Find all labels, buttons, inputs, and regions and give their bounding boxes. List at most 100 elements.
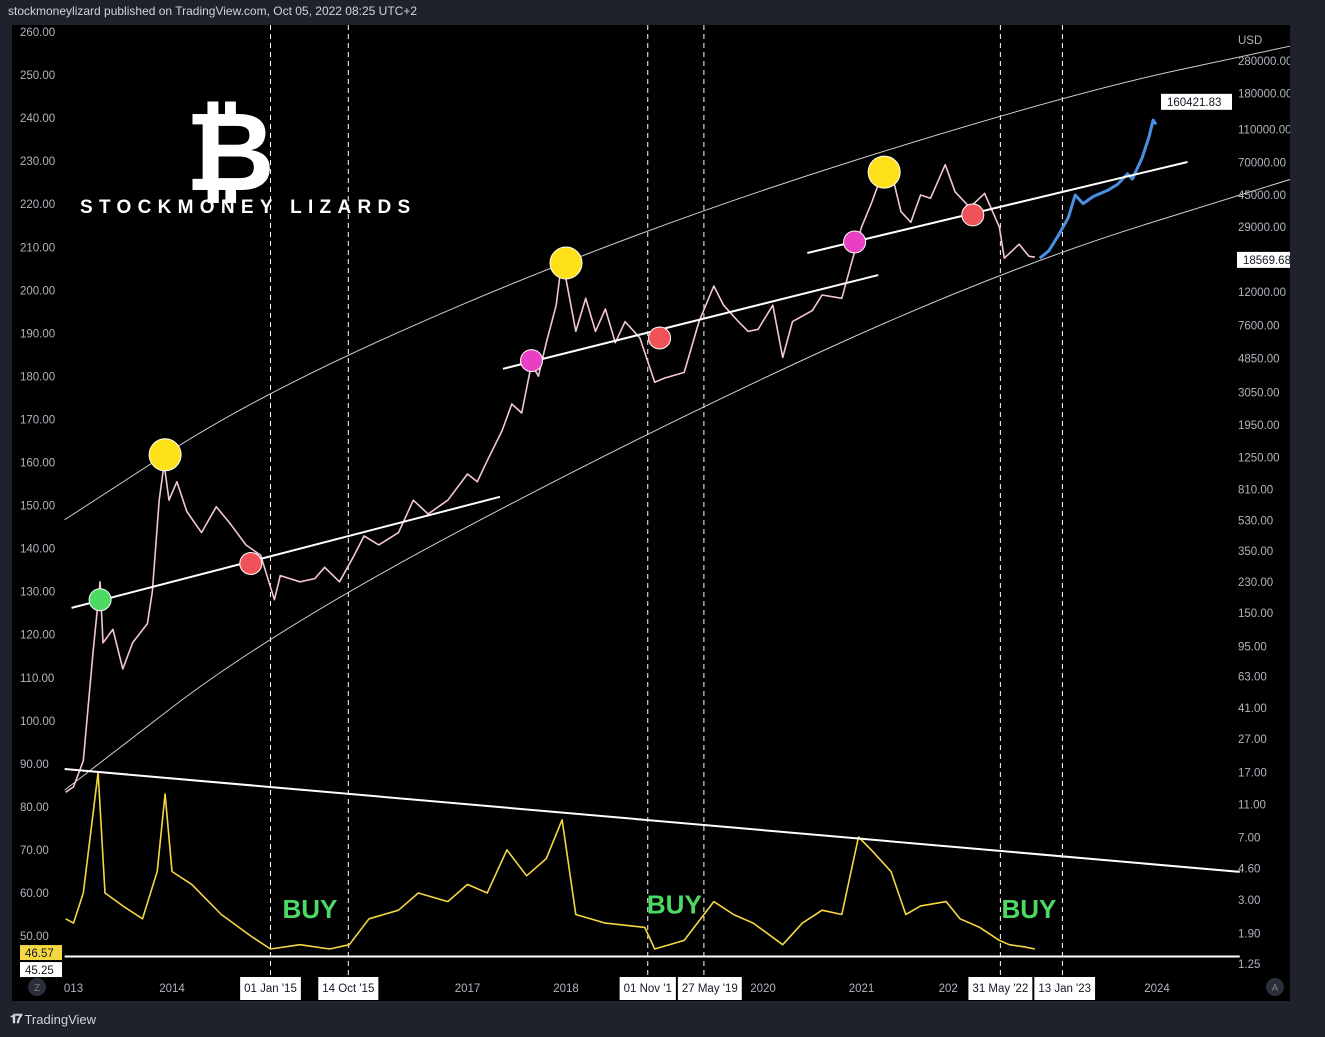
footer-brand[interactable]: TradingView	[24, 1011, 97, 1027]
right-axis-tick: 3050.00	[1238, 387, 1280, 399]
price-label: 160421.83	[1167, 97, 1221, 109]
left-axis-tick: 150.00	[20, 501, 55, 513]
left-axis-tick: 130.00	[20, 587, 55, 599]
right-axis-tick: 7600.00	[1238, 320, 1280, 332]
yellow-marker-dot	[867, 155, 901, 189]
date-label: 27 May '19	[682, 983, 738, 995]
left-axis-value-label-box	[20, 962, 62, 978]
footer: 𝟏𝟕 TradingView	[10, 1011, 96, 1027]
right-axis-tick: 150.00	[1238, 608, 1273, 620]
price-label-box	[1237, 251, 1290, 268]
left-axis-tick: 160.00	[20, 458, 55, 470]
red-marker-dot	[961, 203, 985, 227]
date-label: 01 Jan '15	[244, 983, 297, 995]
lower-envelope-curve	[64, 178, 1290, 791]
time-axis-label: 2024	[1144, 983, 1170, 995]
right-axis-tick: 230.00	[1238, 577, 1273, 589]
left-axis-tick: 200.00	[20, 285, 55, 297]
right-axis-tick: 810.00	[1238, 484, 1273, 496]
left-axis-tick: 230.00	[20, 156, 55, 168]
time-axis-label: 2021	[849, 983, 875, 995]
brand-logo-text: STOCKMONEY LIZARDS	[80, 197, 417, 218]
right-axis-tick: 45000.00	[1238, 190, 1286, 202]
right-axis-tick: 95.00	[1238, 642, 1267, 654]
date-label-box	[1034, 977, 1096, 1000]
buy-annotation: BUY	[1001, 894, 1056, 924]
price-trendline	[807, 161, 1188, 254]
red-marker-dot	[239, 552, 263, 576]
currency-label: USD	[1238, 35, 1262, 47]
buy-annotation: BUY	[282, 894, 337, 924]
left-axis-tick: 100.00	[20, 716, 55, 728]
right-axis-tick: 29000.00	[1238, 222, 1286, 234]
red-marker-dot	[648, 326, 672, 350]
price-label-box	[1161, 93, 1232, 110]
time-axis-label: 202	[939, 983, 958, 995]
right-axis-tick: 1250.00	[1238, 453, 1280, 465]
right-axis-tick: 110000.00	[1238, 124, 1290, 136]
right-axis-tick: 1950.00	[1238, 420, 1280, 432]
price-label: 18569.68	[1243, 255, 1290, 267]
right-axis-tick: 180000.00	[1238, 88, 1290, 100]
left-axis-tick: 220.00	[20, 199, 55, 211]
right-axis-tick: 63.00	[1238, 672, 1267, 684]
magenta-marker-dot	[520, 349, 544, 373]
right-axis-tick: 17.00	[1238, 768, 1267, 780]
buy-annotation: BUY	[647, 890, 702, 920]
right-axis-tick: 7.00	[1238, 833, 1260, 845]
left-axis-value-label: 46.57	[25, 948, 54, 960]
left-axis-tick: 90.00	[20, 759, 49, 771]
date-label-box	[968, 977, 1033, 1000]
auto-scale-button-label: A	[1272, 983, 1279, 994]
left-axis-tick: 250.00	[20, 70, 55, 82]
indicator-series-line	[65, 771, 1036, 950]
right-axis-tick: 4.60	[1238, 863, 1260, 875]
left-axis-tick: 170.00	[20, 414, 55, 426]
time-axis-label: 2020	[750, 983, 776, 995]
left-axis-value-label-box	[20, 945, 62, 961]
bitcoin-logo-icon: ₿	[185, 88, 275, 216]
left-axis-tick: 120.00	[20, 630, 55, 642]
zoom-reset-button-label: Z	[34, 983, 40, 994]
right-axis-tick: 530.00	[1238, 516, 1273, 528]
left-axis-tick: 240.00	[20, 113, 55, 125]
left-axis-tick: 80.00	[20, 802, 49, 814]
date-label-box	[318, 977, 379, 1000]
tradingview-logo-icon: 𝟏𝟕	[10, 1011, 23, 1026]
price-trendline	[502, 274, 879, 370]
right-axis-tick: 1.25	[1238, 959, 1260, 971]
right-axis-tick: 11.00	[1238, 800, 1266, 812]
left-axis-tick: 190.00	[20, 328, 55, 340]
right-axis-tick: 4850.00	[1238, 353, 1280, 365]
zoom-reset-button[interactable]	[28, 978, 46, 996]
date-label-box	[240, 977, 301, 1000]
auto-scale-button[interactable]	[1266, 978, 1284, 996]
date-label: 13 Jan '23	[1038, 983, 1091, 995]
left-axis-tick: 60.00	[20, 888, 49, 900]
chart-panel[interactable]: BUY BUY BUY ₿ STOCKMONEY LIZARDS 260.00 250.00…	[12, 25, 1290, 1001]
right-axis-tick: 27.00	[1238, 734, 1267, 746]
left-axis-value-label: 45.25	[25, 965, 54, 977]
left-axis-tick: 70.00	[20, 845, 49, 857]
yellow-marker-dot	[549, 246, 583, 280]
publish-header: stockmoneylizard published on TradingVie…	[8, 4, 418, 18]
left-axis-tick: 260.00	[20, 27, 55, 39]
left-axis-tick: 210.00	[20, 242, 55, 254]
time-axis-label: 2014	[159, 983, 185, 995]
date-label: 14 Oct '15	[322, 983, 374, 995]
right-axis-tick: 280000.00	[1238, 56, 1290, 68]
green-marker-dot	[88, 588, 112, 612]
forecast-series-line	[1038, 118, 1158, 260]
right-axis-tick: 1.90	[1238, 928, 1260, 940]
yellow-marker-dot	[148, 438, 182, 472]
date-label-box	[619, 977, 676, 1000]
left-axis-tick: 180.00	[20, 371, 55, 383]
chart-svg[interactable]: BUY BUY BUY ₿STOCKMONEY LIZARDS 260.00 250.00…	[12, 25, 1290, 1001]
left-axis-tick: 110.00	[20, 673, 54, 685]
price-trendline	[71, 495, 501, 609]
right-axis-tick: 70000.00	[1238, 158, 1286, 170]
time-axis-label: 2018	[553, 983, 579, 995]
right-axis-tick: 41.00	[1238, 703, 1267, 715]
right-axis-tick: 12000.00	[1238, 287, 1286, 299]
date-label: 31 May '22	[972, 983, 1028, 995]
